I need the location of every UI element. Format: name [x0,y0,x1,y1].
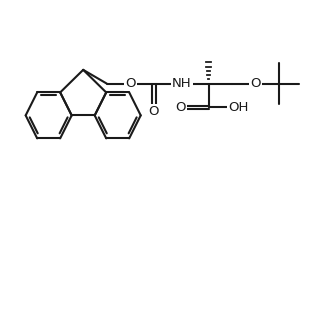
Text: O: O [250,77,261,90]
Text: OH: OH [228,101,248,114]
Text: O: O [125,77,136,90]
Text: NH: NH [172,77,191,90]
Text: O: O [176,101,186,114]
Text: O: O [148,105,159,118]
